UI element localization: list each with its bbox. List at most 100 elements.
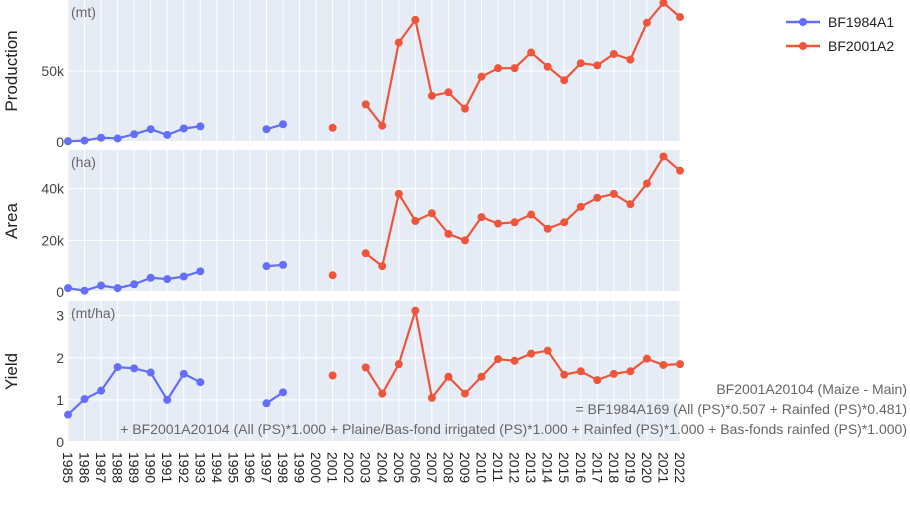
legend-marker[interactable] (799, 42, 807, 50)
data-point (444, 229, 453, 238)
data-point (97, 281, 106, 290)
data-point (163, 275, 172, 284)
y-tick-label: 0 (56, 134, 64, 150)
data-point (527, 210, 536, 219)
data-point (113, 284, 122, 293)
data-point (411, 306, 420, 315)
data-point (494, 355, 503, 364)
data-point (163, 395, 172, 404)
x-tick-label: 1995 (225, 452, 241, 483)
data-point (593, 193, 602, 202)
y-tick-label: 0 (56, 434, 64, 450)
data-point (659, 360, 668, 369)
x-tick-label: 1997 (258, 452, 274, 483)
y-tick-label: 20k (41, 232, 65, 248)
data-point (659, 0, 668, 7)
data-point (576, 59, 585, 68)
x-tick-label: 1993 (192, 452, 208, 483)
x-tick-label: 1988 (110, 452, 126, 483)
data-point (361, 249, 370, 258)
data-point (642, 354, 651, 363)
data-point (460, 389, 469, 398)
data-point (576, 367, 585, 376)
data-point (477, 213, 486, 222)
legend-label[interactable]: BF2001A2 (828, 38, 894, 54)
x-tick-label: 2016 (573, 452, 589, 483)
data-point (113, 134, 122, 143)
data-point (510, 218, 519, 227)
y-tick-label: 3 (56, 308, 64, 324)
data-point (97, 386, 106, 395)
data-point (494, 219, 503, 228)
data-point (113, 363, 122, 372)
x-tick-label: 2011 (490, 452, 506, 482)
y-tick-label: 1 (56, 392, 64, 408)
x-tick-label: 1989 (126, 452, 142, 483)
legend-marker[interactable] (799, 18, 807, 26)
data-point (328, 371, 337, 380)
data-point (444, 88, 453, 97)
x-tick-label: 2006 (407, 452, 423, 483)
data-point (179, 124, 188, 133)
y-tick-label: 50k (41, 63, 65, 79)
data-point (427, 393, 436, 402)
data-point (676, 360, 684, 369)
data-point (626, 367, 635, 376)
data-point (543, 346, 552, 355)
annotation-line: BF2001A20104 (Maize - Main) (716, 381, 907, 397)
data-point (80, 286, 89, 295)
data-point (146, 273, 155, 282)
x-tick-label: 1986 (77, 452, 93, 483)
data-point (593, 61, 602, 70)
data-point (543, 224, 552, 233)
data-point (560, 370, 569, 379)
data-point (97, 133, 106, 142)
data-point (626, 200, 635, 209)
x-tick-label: 2018 (606, 452, 622, 483)
x-tick-label: 2001 (325, 452, 341, 483)
x-tick-label: 2021 (655, 452, 671, 483)
y-axis-title: Yield (2, 353, 21, 390)
data-point (527, 349, 536, 358)
data-point (279, 120, 288, 129)
data-point (394, 360, 403, 369)
data-point (163, 130, 172, 139)
x-tick-label: 2013 (523, 452, 539, 483)
x-tick-label: 1994 (209, 452, 225, 483)
data-point (427, 209, 436, 218)
y-tick-label: 0 (56, 284, 64, 300)
data-point (80, 136, 89, 145)
data-point (609, 49, 618, 58)
x-tick-label: 1999 (292, 452, 308, 483)
data-point (593, 376, 602, 385)
y-tick-label: 2 (56, 350, 64, 366)
x-tick-label: 1991 (159, 452, 175, 483)
data-point (130, 280, 139, 289)
data-point (626, 55, 635, 64)
data-point (411, 217, 420, 225)
data-point (527, 48, 536, 57)
data-point (576, 202, 585, 211)
data-point (560, 76, 569, 85)
x-tick-label: 2010 (474, 452, 490, 483)
x-tick-label: 2003 (358, 452, 374, 483)
data-point (262, 399, 271, 408)
data-point (130, 364, 139, 373)
x-tick-label: 2022 (672, 452, 688, 483)
data-point (361, 100, 370, 109)
x-tick-label: 2014 (540, 452, 556, 483)
data-point (179, 272, 188, 281)
data-point (262, 262, 271, 271)
data-point (494, 64, 503, 73)
data-point (543, 62, 552, 71)
x-tick-label: 2020 (639, 452, 655, 483)
data-point (477, 72, 486, 81)
data-point (609, 369, 618, 378)
y-axis-title: Production (2, 30, 21, 111)
x-tick-label: 1998 (275, 452, 291, 483)
legend-label[interactable]: BF1984A1 (828, 14, 894, 30)
data-point (444, 372, 453, 381)
x-tick-label: 2000 (308, 452, 324, 483)
data-point (196, 378, 205, 387)
